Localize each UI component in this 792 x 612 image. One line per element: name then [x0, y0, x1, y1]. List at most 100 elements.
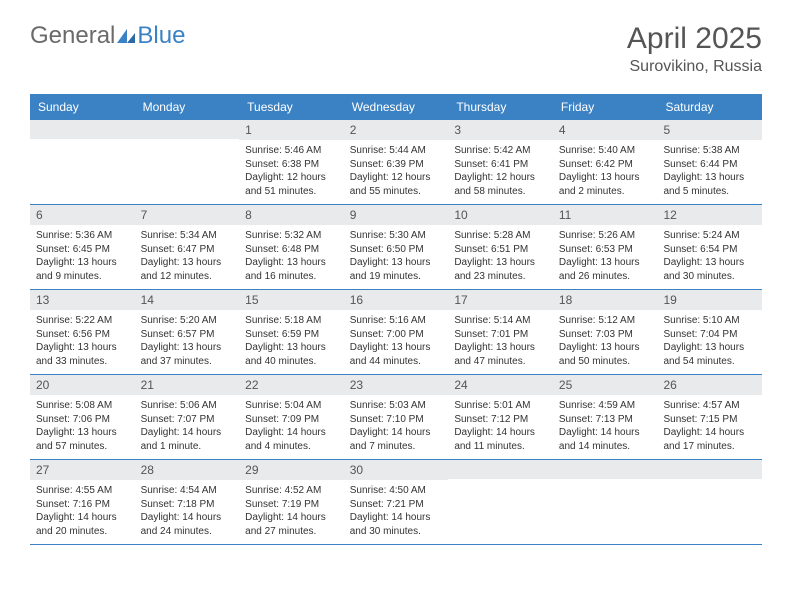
sunrise-text: Sunrise: 4:57 AM [663, 399, 756, 413]
day-details: Sunrise: 5:03 AMSunset: 7:10 PMDaylight:… [344, 395, 449, 459]
sunset-text: Sunset: 7:15 PM [663, 413, 756, 427]
daylight-text: Daylight: 13 hours and 30 minutes. [663, 256, 756, 283]
day-details [657, 479, 762, 537]
sunset-text: Sunset: 7:07 PM [141, 413, 234, 427]
sunrise-text: Sunrise: 5:32 AM [245, 229, 338, 243]
daylight-text: Daylight: 14 hours and 27 minutes. [245, 511, 338, 538]
sunrise-text: Sunrise: 5:46 AM [245, 144, 338, 158]
sunrise-text: Sunrise: 5:01 AM [454, 399, 547, 413]
sunrise-text: Sunrise: 5:04 AM [245, 399, 338, 413]
dow-tuesday: Tuesday [239, 94, 344, 120]
day-number [448, 460, 553, 479]
day-number: 28 [135, 460, 240, 480]
logo-text-blue: Blue [137, 22, 185, 50]
calendar-cell [135, 120, 240, 204]
daylight-text: Daylight: 14 hours and 4 minutes. [245, 426, 338, 453]
sunset-text: Sunset: 6:56 PM [36, 328, 129, 342]
daylight-text: Daylight: 14 hours and 30 minutes. [350, 511, 443, 538]
sunset-text: Sunset: 7:04 PM [663, 328, 756, 342]
day-details: Sunrise: 5:28 AMSunset: 6:51 PMDaylight:… [448, 225, 553, 289]
day-details: Sunrise: 4:57 AMSunset: 7:15 PMDaylight:… [657, 395, 762, 459]
day-number: 20 [30, 375, 135, 395]
sunrise-text: Sunrise: 5:06 AM [141, 399, 234, 413]
title-block: April 2025 Surovikino, Russia [627, 22, 762, 76]
location-label: Surovikino, Russia [627, 58, 762, 76]
calendar-cell: 22Sunrise: 5:04 AMSunset: 7:09 PMDayligh… [239, 375, 344, 459]
day-number: 15 [239, 290, 344, 310]
day-details: Sunrise: 5:12 AMSunset: 7:03 PMDaylight:… [553, 310, 658, 374]
sunrise-text: Sunrise: 4:54 AM [141, 484, 234, 498]
day-of-week-header: Sunday Monday Tuesday Wednesday Thursday… [30, 94, 762, 120]
day-number [30, 120, 135, 139]
day-details: Sunrise: 5:46 AMSunset: 6:38 PMDaylight:… [239, 140, 344, 204]
calendar-cell: 26Sunrise: 4:57 AMSunset: 7:15 PMDayligh… [657, 375, 762, 459]
calendar-cell: 11Sunrise: 5:26 AMSunset: 6:53 PMDayligh… [553, 205, 658, 289]
daylight-text: Daylight: 14 hours and 24 minutes. [141, 511, 234, 538]
sunrise-text: Sunrise: 5:14 AM [454, 314, 547, 328]
day-number: 6 [30, 205, 135, 225]
daylight-text: Daylight: 13 hours and 37 minutes. [141, 341, 234, 368]
calendar-cell [448, 460, 553, 544]
calendar-cell: 20Sunrise: 5:08 AMSunset: 7:06 PMDayligh… [30, 375, 135, 459]
sunrise-text: Sunrise: 5:12 AM [559, 314, 652, 328]
sunrise-text: Sunrise: 5:40 AM [559, 144, 652, 158]
day-details: Sunrise: 4:50 AMSunset: 7:21 PMDaylight:… [344, 480, 449, 544]
day-number: 19 [657, 290, 762, 310]
day-number: 10 [448, 205, 553, 225]
day-number: 4 [553, 120, 658, 140]
sunrise-text: Sunrise: 5:28 AM [454, 229, 547, 243]
day-details: Sunrise: 5:04 AMSunset: 7:09 PMDaylight:… [239, 395, 344, 459]
daylight-text: Daylight: 14 hours and 7 minutes. [350, 426, 443, 453]
daylight-text: Daylight: 13 hours and 40 minutes. [245, 341, 338, 368]
calendar-week: 1Sunrise: 5:46 AMSunset: 6:38 PMDaylight… [30, 120, 762, 205]
day-details [553, 479, 658, 537]
day-number: 27 [30, 460, 135, 480]
calendar-cell: 10Sunrise: 5:28 AMSunset: 6:51 PMDayligh… [448, 205, 553, 289]
sunset-text: Sunset: 6:38 PM [245, 158, 338, 172]
calendar-week: 20Sunrise: 5:08 AMSunset: 7:06 PMDayligh… [30, 375, 762, 460]
calendar-week: 13Sunrise: 5:22 AMSunset: 6:56 PMDayligh… [30, 290, 762, 375]
day-details: Sunrise: 4:54 AMSunset: 7:18 PMDaylight:… [135, 480, 240, 544]
daylight-text: Daylight: 14 hours and 20 minutes. [36, 511, 129, 538]
sunset-text: Sunset: 6:45 PM [36, 243, 129, 257]
sunset-text: Sunset: 7:00 PM [350, 328, 443, 342]
calendar-cell: 4Sunrise: 5:40 AMSunset: 6:42 PMDaylight… [553, 120, 658, 204]
dow-friday: Friday [553, 94, 658, 120]
day-details: Sunrise: 5:24 AMSunset: 6:54 PMDaylight:… [657, 225, 762, 289]
day-details: Sunrise: 5:22 AMSunset: 6:56 PMDaylight:… [30, 310, 135, 374]
daylight-text: Daylight: 12 hours and 55 minutes. [350, 171, 443, 198]
daylight-text: Daylight: 14 hours and 17 minutes. [663, 426, 756, 453]
day-number: 24 [448, 375, 553, 395]
day-details: Sunrise: 5:30 AMSunset: 6:50 PMDaylight:… [344, 225, 449, 289]
sunset-text: Sunset: 6:54 PM [663, 243, 756, 257]
calendar-cell: 19Sunrise: 5:10 AMSunset: 7:04 PMDayligh… [657, 290, 762, 374]
sunset-text: Sunset: 6:47 PM [141, 243, 234, 257]
month-title: April 2025 [627, 22, 762, 56]
sunrise-text: Sunrise: 5:08 AM [36, 399, 129, 413]
sunrise-text: Sunrise: 5:22 AM [36, 314, 129, 328]
calendar-cell: 1Sunrise: 5:46 AMSunset: 6:38 PMDaylight… [239, 120, 344, 204]
sunrise-text: Sunrise: 4:59 AM [559, 399, 652, 413]
calendar-grid: 1Sunrise: 5:46 AMSunset: 6:38 PMDaylight… [30, 120, 762, 545]
calendar-cell: 12Sunrise: 5:24 AMSunset: 6:54 PMDayligh… [657, 205, 762, 289]
day-number: 17 [448, 290, 553, 310]
sunrise-text: Sunrise: 5:20 AM [141, 314, 234, 328]
sunset-text: Sunset: 6:51 PM [454, 243, 547, 257]
sunrise-text: Sunrise: 5:42 AM [454, 144, 547, 158]
day-number: 25 [553, 375, 658, 395]
daylight-text: Daylight: 13 hours and 9 minutes. [36, 256, 129, 283]
daylight-text: Daylight: 13 hours and 5 minutes. [663, 171, 756, 198]
calendar-cell: 6Sunrise: 5:36 AMSunset: 6:45 PMDaylight… [30, 205, 135, 289]
daylight-text: Daylight: 12 hours and 51 minutes. [245, 171, 338, 198]
daylight-text: Daylight: 13 hours and 47 minutes. [454, 341, 547, 368]
calendar-cell: 18Sunrise: 5:12 AMSunset: 7:03 PMDayligh… [553, 290, 658, 374]
day-number: 18 [553, 290, 658, 310]
day-details [448, 479, 553, 537]
day-details: Sunrise: 5:32 AMSunset: 6:48 PMDaylight:… [239, 225, 344, 289]
sunset-text: Sunset: 7:12 PM [454, 413, 547, 427]
day-details: Sunrise: 5:16 AMSunset: 7:00 PMDaylight:… [344, 310, 449, 374]
daylight-text: Daylight: 13 hours and 19 minutes. [350, 256, 443, 283]
daylight-text: Daylight: 13 hours and 12 minutes. [141, 256, 234, 283]
calendar-cell: 30Sunrise: 4:50 AMSunset: 7:21 PMDayligh… [344, 460, 449, 544]
calendar-cell: 17Sunrise: 5:14 AMSunset: 7:01 PMDayligh… [448, 290, 553, 374]
